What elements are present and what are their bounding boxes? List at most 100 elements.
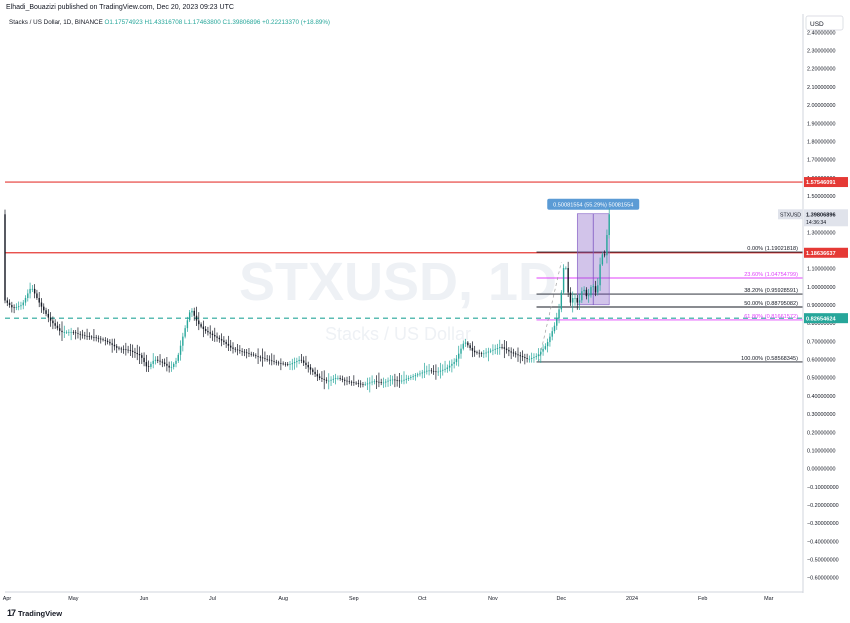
candle-body	[483, 353, 485, 355]
candle-body	[127, 349, 129, 351]
time-axis[interactable]: Apr May Jun Jul Aug Sep Oct Nov Dec 2024 Feb Mar	[3, 596, 774, 602]
currency-box[interactable]	[805, 15, 844, 31]
candle-body	[211, 333, 214, 336]
candle-body	[341, 378, 344, 380]
candle-body	[462, 343, 464, 349]
candle-body	[250, 353, 252, 355]
y-tick-label: 1.70000000	[807, 158, 835, 164]
candle-body	[396, 380, 398, 381]
candle-body	[476, 352, 478, 354]
candle-body	[380, 382, 382, 383]
symbol-line: Stacks / US Dollar, 1D, BINANCE O1.17574…	[9, 19, 330, 26]
watermark-sub: Stacks / US Dollar	[325, 324, 471, 344]
candle-body	[576, 298, 578, 303]
candle-body	[188, 312, 191, 321]
x-tick-label: Jul	[209, 596, 216, 602]
y-tick-label: −0.60000000	[807, 576, 839, 582]
candle-body	[432, 370, 435, 372]
candle-body	[59, 328, 61, 331]
candle-body	[309, 367, 312, 370]
candle-body	[166, 363, 168, 366]
candle-body	[492, 349, 494, 351]
candle-body	[521, 356, 524, 358]
candle-body	[248, 353, 250, 354]
y-tick-label: 0.80000000	[807, 321, 835, 327]
candle-body	[109, 341, 111, 344]
candle-body	[540, 351, 542, 355]
candle-body	[366, 383, 369, 385]
candle-body	[125, 349, 127, 351]
candle-body	[375, 381, 378, 383]
candle-body	[225, 342, 227, 344]
candle-body	[344, 379, 346, 381]
y-tick-label: −0.30000000	[807, 521, 839, 527]
candle-body	[416, 374, 419, 376]
candlesticks	[4, 208, 610, 393]
candle-body	[355, 382, 357, 384]
candle-body	[569, 292, 572, 303]
candle-body	[323, 378, 325, 380]
candle-body	[266, 358, 268, 360]
candle-body	[202, 326, 205, 330]
price-axis-panel[interactable]	[803, 14, 850, 593]
candle-body	[200, 324, 202, 327]
y-tick-label: 0.10000000	[807, 448, 835, 454]
y-tick-label: 1.50000000	[807, 194, 835, 200]
candle-body	[549, 336, 551, 343]
candle-body	[325, 379, 328, 381]
candle-body	[578, 300, 581, 303]
candle-body	[572, 298, 574, 303]
candle-body	[460, 348, 462, 354]
candle-body	[339, 377, 341, 379]
candle-body	[385, 381, 387, 383]
candle-body	[599, 264, 601, 286]
candle-body	[496, 347, 499, 349]
last-price-label: 1.39806896	[806, 212, 836, 218]
candle-body	[145, 362, 148, 367]
candle-body	[423, 371, 426, 373]
candle-body	[152, 360, 154, 364]
candle-body	[587, 295, 590, 297]
price-range-measure[interactable]: 0.50081554 (55.29%) 50081554	[547, 198, 640, 306]
candle-body	[478, 352, 480, 354]
candle-body	[391, 379, 394, 381]
candle-body	[535, 356, 537, 358]
candle-body	[220, 339, 223, 341]
resistance-lower-price-label-box	[804, 247, 848, 258]
candle-body	[453, 362, 455, 364]
candle-body	[106, 340, 109, 342]
candle-body	[97, 337, 100, 339]
candle-body	[330, 379, 332, 381]
candle-body	[542, 348, 544, 352]
measure-label-box	[547, 198, 640, 210]
candle-body	[334, 377, 337, 379]
candle-body	[27, 293, 29, 299]
candle-body	[305, 362, 307, 366]
candle-body	[558, 309, 560, 319]
y-tick-label: 0.30000000	[807, 412, 835, 418]
candle-body	[38, 298, 40, 303]
y-tick-label: −0.40000000	[807, 539, 839, 545]
candle-body	[154, 359, 157, 361]
candle-body	[61, 330, 63, 333]
candle-body	[204, 329, 207, 331]
candle-body	[168, 365, 170, 368]
candle-body	[430, 370, 433, 372]
tradingview-logo[interactable]: 17 TradingView	[7, 608, 62, 618]
y-tick-label: 1.10000000	[807, 267, 835, 273]
tradingview-logo-icon: 17	[7, 608, 16, 618]
candle-body	[444, 368, 446, 370]
candle-body	[499, 347, 501, 348]
candle-body	[33, 288, 36, 294]
candle-body	[489, 350, 492, 352]
x-tick-label: Nov	[488, 596, 498, 602]
support-price-label-box	[804, 313, 848, 324]
x-tick-label: Sep	[349, 596, 359, 602]
fibonacci-retracement[interactable]: 0.00% (1.19021818) 23.60% (1.04754799) 38.…	[536, 246, 803, 363]
candle-body	[56, 325, 59, 329]
candle-body	[501, 347, 503, 348]
y-tick-label: 0.00000000	[807, 467, 835, 473]
fib-level-label: 0.00% (1.19021818)	[747, 246, 798, 252]
candle-body	[275, 361, 278, 363]
